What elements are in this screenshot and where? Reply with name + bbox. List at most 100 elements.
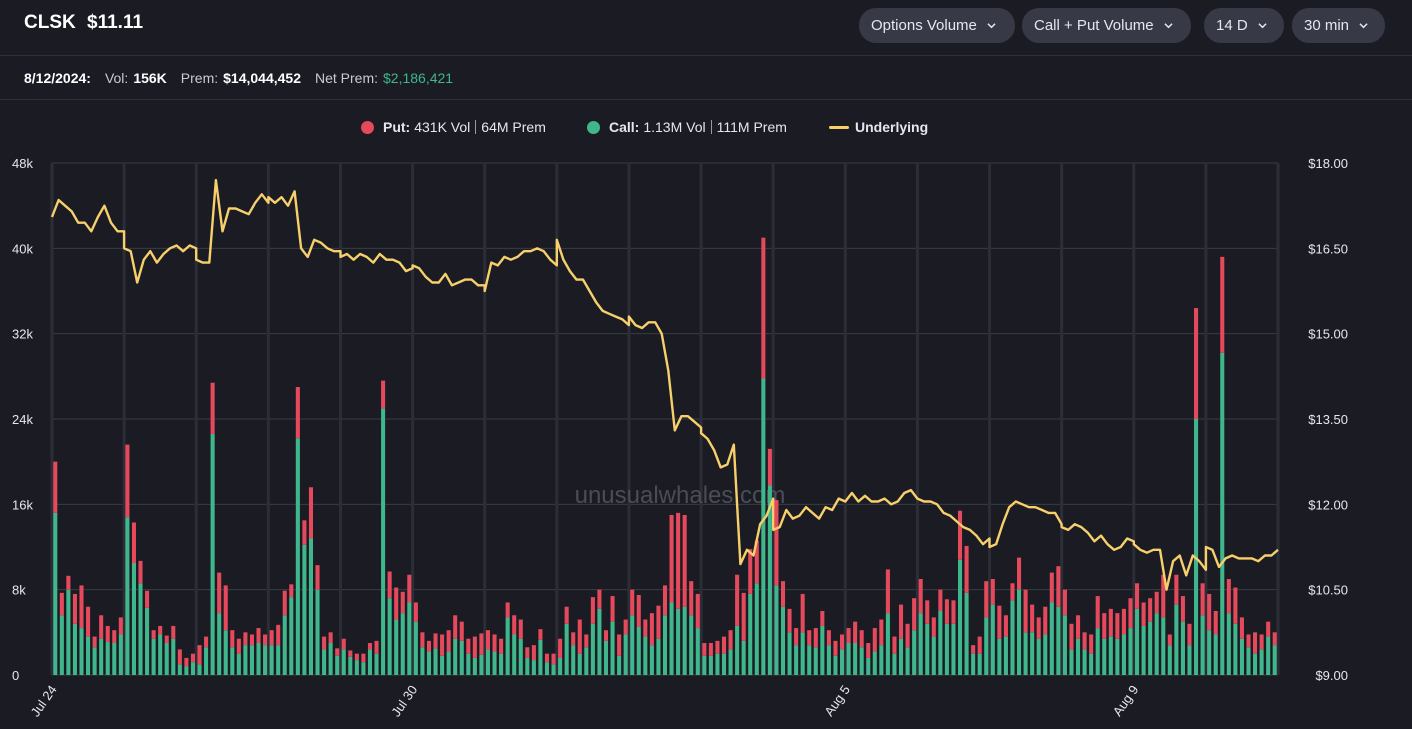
y-tick-label: 0 [12, 668, 19, 683]
dropdown-label: Call + Put Volume [1034, 17, 1154, 34]
put-bar [1056, 566, 1061, 607]
put-bar [459, 621, 464, 641]
premium-value: $14,044,452 [223, 70, 301, 86]
call-bar [715, 653, 720, 675]
put-bar [59, 592, 64, 616]
legend-divider [475, 120, 477, 134]
call-bar [1003, 636, 1008, 675]
call-put-volume-dropdown[interactable]: Call + Put Volume [1022, 8, 1191, 43]
call-bar [282, 615, 287, 675]
put-bar [394, 587, 399, 620]
call-bar [695, 628, 700, 675]
line-layer [50, 178, 1279, 591]
put-bar [892, 636, 897, 654]
put-bar [302, 520, 307, 545]
y-tick-label: 32k [12, 327, 33, 342]
call-bar [525, 657, 530, 675]
put-bar [433, 633, 438, 649]
interval-dropdown[interactable]: 30 min [1292, 8, 1385, 43]
put-bar [721, 636, 727, 654]
put-bar [1076, 615, 1081, 639]
range-dropdown[interactable]: 14 D [1204, 8, 1284, 43]
put-bar [1135, 583, 1140, 609]
legend-call-premium: 111M Prem [716, 119, 787, 135]
legend-item-call[interactable]: Call: 1.13M Vol 111M Prem [587, 119, 787, 135]
put-bar [1128, 598, 1133, 629]
put-bar [1207, 593, 1212, 631]
put-bar [925, 600, 930, 624]
put-bar [807, 630, 812, 646]
call-bar [1266, 636, 1271, 675]
legend-divider [710, 120, 712, 134]
put-bar [276, 624, 281, 646]
chevron-down-icon [1359, 23, 1368, 29]
call-bar [1259, 649, 1264, 675]
call-bar [859, 647, 864, 675]
grid-layer [50, 162, 1280, 676]
call-bar [800, 632, 805, 675]
call-bar [957, 559, 963, 675]
put-bar [53, 461, 58, 513]
put-bar [354, 653, 359, 661]
options-volume-dropdown[interactable]: Options Volume [859, 8, 1015, 43]
x-tick-label: Aug 5 [821, 682, 853, 718]
call-bar [676, 608, 681, 675]
put-bar [702, 643, 707, 656]
call-bar [151, 638, 156, 675]
legend-item-underlying[interactable]: Underlying [829, 119, 932, 135]
put-bar [1167, 634, 1172, 646]
put-bar [787, 608, 792, 633]
put-bar [210, 382, 215, 434]
call-bar [243, 645, 248, 675]
put-bar [125, 444, 130, 518]
summary-bar: 8/12/2024: Vol: 156K Prem: $14,044,452 N… [0, 57, 1412, 100]
legend-put-premium: 64M Prem [481, 119, 546, 135]
put-bar [997, 605, 1002, 639]
put-bar [931, 617, 936, 637]
put-bar [92, 636, 97, 648]
call-bar [256, 643, 261, 675]
call-bar [433, 648, 438, 675]
put-bar [577, 619, 582, 654]
net-premium-label: Net Prem: [314, 70, 378, 86]
call-bar [223, 630, 228, 675]
call-bar [420, 647, 425, 675]
put-bar [912, 598, 917, 631]
put-bar [348, 650, 353, 657]
legend-item-put[interactable]: Put: 431K Vol 64M Prem [361, 119, 546, 135]
put-bar [269, 630, 274, 646]
put-bar [872, 628, 877, 652]
watermark-text: unusualwhales.com [575, 482, 786, 509]
bar-layer [53, 237, 1277, 675]
call-bar [328, 643, 333, 675]
put-bar [256, 628, 261, 643]
put-bar [1226, 579, 1231, 614]
call-bar [426, 651, 432, 675]
put-bar [72, 593, 77, 624]
put-bar [1043, 606, 1048, 635]
put-bar [603, 630, 609, 641]
put-bar [833, 640, 838, 656]
legend-call-volume: 1.13M Vol [643, 119, 706, 135]
put-bar [538, 629, 543, 640]
put-bar [387, 571, 392, 599]
call-bar [872, 651, 877, 675]
call-bar [997, 638, 1002, 675]
call-bar [577, 653, 582, 675]
call-bar [807, 645, 812, 675]
put-bar [800, 593, 805, 633]
put-bar [1154, 591, 1159, 614]
put-bar [499, 638, 504, 654]
call-bar [472, 657, 477, 675]
call-bar [1095, 628, 1100, 675]
y-tick-label: 8k [12, 583, 26, 598]
put-bar [289, 584, 294, 598]
call-bar [394, 619, 399, 675]
call-bar [53, 512, 58, 675]
call-bar [105, 641, 110, 675]
put-bar [426, 640, 432, 652]
call-bar [630, 615, 635, 675]
put-bar [794, 628, 799, 646]
put-bar [984, 581, 989, 618]
put-bar [1220, 256, 1225, 353]
